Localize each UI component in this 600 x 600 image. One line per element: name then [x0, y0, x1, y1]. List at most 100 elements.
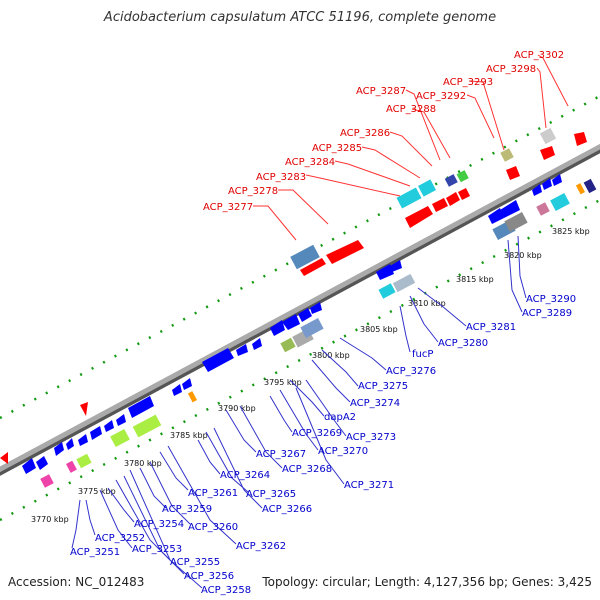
gene-label[interactable]: ACP_3271	[344, 480, 394, 491]
leader-line	[468, 80, 505, 151]
map-title: Acidobacterium capsulatum ATCC 51196, co…	[103, 10, 497, 25]
gene-label[interactable]: ACP_3254	[134, 519, 184, 530]
gene-label[interactable]: ACP_3255	[170, 557, 220, 568]
leader-line	[405, 89, 441, 161]
gene-label[interactable]: ACP_3273	[346, 432, 396, 443]
leader-line	[239, 405, 283, 469]
gene-label[interactable]: ACP_3270	[318, 446, 368, 457]
gene-label[interactable]: ACP_3285	[312, 143, 362, 154]
gene-label[interactable]: ACP_3256	[184, 571, 234, 582]
tick-label: 3815 kbp	[456, 275, 494, 284]
leader-line	[167, 445, 237, 545]
gene-arrow	[104, 420, 114, 432]
gene-label[interactable]: ACP_3302	[514, 50, 564, 61]
gene-arrow	[326, 240, 364, 264]
gene-label[interactable]: ACP_3281	[466, 322, 516, 333]
gene-arrow	[80, 402, 88, 416]
leader-line	[537, 54, 569, 107]
gene-arrow	[432, 198, 448, 212]
gene-box	[396, 187, 422, 209]
gene-label[interactable]: ACP_3292	[416, 91, 466, 102]
gene-arrow	[172, 384, 182, 396]
leader-line	[269, 395, 293, 433]
gene-box	[456, 170, 469, 183]
gene-arrow	[500, 200, 520, 218]
gene-box	[40, 474, 54, 488]
leader-line	[159, 451, 189, 491]
gene-label[interactable]: ACP_3283	[256, 172, 306, 183]
leader-line	[389, 131, 433, 167]
gene-label[interactable]: ACP_3264	[220, 470, 270, 481]
gene-box	[583, 178, 597, 194]
tick-label: 3770 kbp	[31, 515, 69, 524]
gene-label[interactable]: ACP_3278	[228, 186, 278, 197]
leader-line	[295, 387, 345, 485]
gene-label[interactable]: ACP_3288	[386, 104, 436, 115]
inner-guide	[0, 198, 600, 522]
gene-label[interactable]: ACP_3252	[95, 533, 145, 544]
gene-arrow	[458, 188, 470, 200]
gene-arrow	[405, 206, 433, 228]
top-leaders	[253, 54, 569, 241]
gene-arrow	[116, 414, 126, 426]
gene-label[interactable]: ACP_3290	[526, 294, 576, 305]
gene-label[interactable]: ACP_3284	[285, 157, 335, 168]
gene-label[interactable]: ACP_3287	[356, 86, 406, 97]
leader-line	[361, 146, 421, 179]
gene-box	[392, 273, 416, 293]
tick-label: 3820 kbp	[504, 251, 542, 260]
gene-label[interactable]: ACP_3259	[162, 504, 212, 515]
gene-box	[500, 148, 514, 162]
scale-ticks: 3770 kbp 3775 kbp 3780 kbp 3785 kbp 3790…	[31, 227, 590, 524]
leader-line	[99, 489, 133, 549]
gene-arrow	[542, 178, 552, 190]
tick-label: 3795 kbp	[264, 378, 302, 387]
gene-label[interactable]: ACP_3275	[358, 381, 408, 392]
gene-label[interactable]: ACP_3286	[340, 128, 390, 139]
gene-arrow	[506, 166, 520, 180]
gene-arrow	[532, 184, 542, 196]
gene-label[interactable]: ACP_3267	[256, 449, 306, 460]
gene-label[interactable]: ACP_3274	[350, 398, 400, 409]
leader-line	[107, 487, 135, 523]
gene-label[interactable]: ACP_3268	[282, 464, 332, 475]
gene-label[interactable]: ACP_3265	[246, 489, 296, 500]
leader-line	[409, 295, 439, 343]
accession-text: Accession: NC_012483	[8, 575, 145, 589]
gene-label[interactable]: ACP_3260	[188, 522, 238, 533]
gene-label[interactable]: ACP_3298	[486, 64, 536, 75]
gene-label[interactable]: ACP_3251	[70, 547, 120, 558]
gene-label[interactable]: ACP_3261	[188, 488, 238, 499]
gene-arrow	[552, 174, 562, 186]
gene-label[interactable]: ACP_3262	[236, 541, 286, 552]
gene-label[interactable]: dapA2	[324, 412, 356, 423]
gene-box	[290, 244, 320, 270]
backbone-line	[0, 143, 600, 473]
gene-label[interactable]: ACP_3293	[443, 77, 493, 88]
gene-label[interactable]: ACP_3289	[522, 308, 572, 319]
gene-box	[187, 391, 197, 403]
gene-label[interactable]: ACP_3276	[386, 366, 436, 377]
leader-line	[507, 239, 523, 313]
gene-label[interactable]: fucP	[412, 349, 433, 360]
gene-label[interactable]: ACP_3280	[438, 338, 488, 349]
gene-label[interactable]: ACP_3258	[201, 585, 251, 596]
gene-arrow	[446, 192, 460, 206]
gene-label[interactable]: ACP_3266	[262, 504, 312, 515]
leader-line	[197, 439, 221, 475]
gene-box	[536, 202, 550, 216]
gene-arrow	[300, 258, 326, 276]
gene-box	[300, 318, 324, 338]
gene-label[interactable]: ACP_3253	[132, 544, 182, 555]
gene-label[interactable]: ACP_3277	[203, 202, 253, 213]
gene-label[interactable]: ACP_3269	[292, 428, 342, 439]
gene-arrow	[298, 308, 312, 322]
leader-line	[311, 359, 351, 403]
leader-line	[399, 305, 411, 353]
genome-summary: Topology: circular; Length: 4,127,356 bp…	[262, 575, 592, 589]
leader-line	[517, 235, 527, 299]
backbone	[0, 143, 600, 476]
tick-label: 3775 kbp	[78, 487, 116, 496]
gene-box	[539, 127, 557, 145]
